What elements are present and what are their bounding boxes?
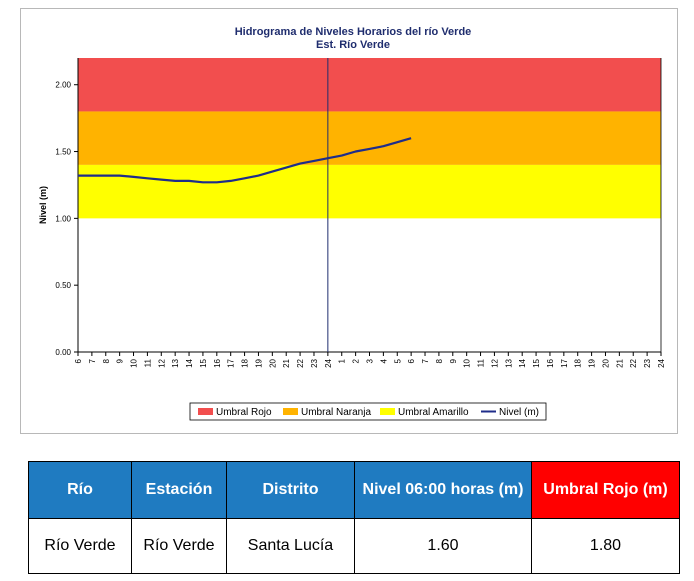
x-tick-label: 21 — [615, 358, 624, 367]
x-tick-label: 10 — [463, 358, 472, 367]
x-tick-label: 6 — [74, 358, 83, 363]
y-axis-title: Nivel (m) — [38, 186, 48, 224]
x-tick-label: 24 — [324, 358, 333, 367]
x-tick-label: 7 — [421, 358, 430, 363]
x-tick-label: 9 — [449, 358, 458, 363]
cell-rio: Río Verde — [28, 518, 132, 574]
x-tick-label: 9 — [116, 358, 125, 363]
legend-label: Umbral Amarillo — [398, 407, 469, 418]
x-tick-label: 3 — [366, 358, 375, 363]
x-tick-label: 6 — [407, 358, 416, 363]
x-tick-label: 16 — [546, 358, 555, 367]
x-tick-label: 19 — [254, 358, 263, 367]
legend-label: Nivel (m) — [499, 407, 539, 418]
x-tick-label: 20 — [268, 358, 277, 367]
station-info-table: Río Estación Distrito Nivel 06:00 horas … — [28, 461, 680, 574]
legend-label: Umbral Naranja — [301, 407, 371, 418]
x-tick-label: 15 — [199, 358, 208, 367]
header-umbral-rojo: Umbral Rojo (m) — [531, 461, 680, 519]
x-tick-label: 24 — [657, 358, 666, 367]
x-tick-label: 12 — [490, 358, 499, 367]
x-tick-label: 13 — [171, 358, 180, 367]
x-tick-label: 22 — [629, 358, 638, 367]
x-tick-label: 21 — [282, 358, 291, 367]
hydrograph-chart: Hidrograma de Niveles Horarios del río V… — [38, 26, 666, 421]
x-tick-label: 22 — [296, 358, 305, 367]
y-tick-label: 1.00 — [55, 214, 71, 223]
band-umbral-naranja — [78, 111, 661, 165]
band-umbral-amarillo — [78, 164, 661, 219]
legend-box — [189, 402, 547, 421]
cell-distrito: Santa Lucía — [226, 518, 355, 574]
table-row: Río Verde Río Verde Santa Lucía 1.60 1.8… — [28, 518, 680, 574]
x-tick-label: 11 — [477, 358, 486, 367]
x-tick-label: 14 — [518, 358, 527, 367]
x-tick-label: 7 — [88, 358, 97, 363]
x-tick-label: 8 — [435, 358, 444, 363]
x-tick-label: 23 — [643, 358, 652, 367]
x-tick-label: 18 — [574, 358, 583, 367]
x-tick-label: 23 — [310, 358, 319, 367]
x-tick-label: 8 — [102, 358, 111, 363]
chart-title: Hidrograma de Niveles Horarios del río V… — [235, 26, 472, 38]
x-tick-label: 1 — [338, 358, 347, 363]
x-tick-label: 5 — [393, 358, 402, 363]
y-tick-label: 0.00 — [55, 348, 71, 357]
x-tick-label: 4 — [379, 358, 388, 363]
x-tick-label: 17 — [560, 358, 569, 367]
x-tick-label: 11 — [143, 358, 152, 367]
y-tick-label: 0.50 — [55, 281, 71, 290]
x-tick-label: 17 — [227, 358, 236, 367]
chart-frame: Hidrograma de Niveles Horarios del río V… — [20, 8, 678, 434]
chart-subtitle: Est. Río Verde — [316, 39, 390, 51]
x-tick-label: 10 — [130, 358, 139, 367]
series-line-nivel — [78, 137, 412, 184]
x-tick-label: 13 — [504, 358, 513, 367]
legend-label: Umbral Rojo — [216, 407, 272, 418]
x-tick-label: 20 — [601, 358, 610, 367]
legend-swatch — [283, 408, 298, 415]
cell-nivel: 1.60 — [354, 518, 532, 574]
header-distrito: Distrito — [226, 461, 355, 519]
x-tick-label: 14 — [185, 358, 194, 367]
y-tick-label: 1.50 — [55, 148, 71, 157]
cell-umbral-rojo: 1.80 — [531, 518, 680, 574]
legend-swatch — [380, 408, 395, 415]
x-tick-label: 12 — [157, 358, 166, 367]
band-umbral-rojo — [78, 58, 661, 112]
header-rio: Río — [28, 461, 132, 519]
header-estacion: Estación — [131, 461, 227, 519]
cell-estacion: Río Verde — [131, 518, 227, 574]
table-header-row: Río Estación Distrito Nivel 06:00 horas … — [28, 461, 680, 519]
x-tick-label: 19 — [588, 358, 597, 367]
x-tick-label: 16 — [213, 358, 222, 367]
x-tick-label: 18 — [241, 358, 250, 367]
header-nivel: Nivel 06:00 horas (m) — [354, 461, 532, 519]
y-tick-label: 2.00 — [55, 81, 71, 90]
x-tick-label: 15 — [532, 358, 541, 367]
x-tick-label: 2 — [352, 358, 361, 363]
legend-swatch — [198, 408, 213, 415]
